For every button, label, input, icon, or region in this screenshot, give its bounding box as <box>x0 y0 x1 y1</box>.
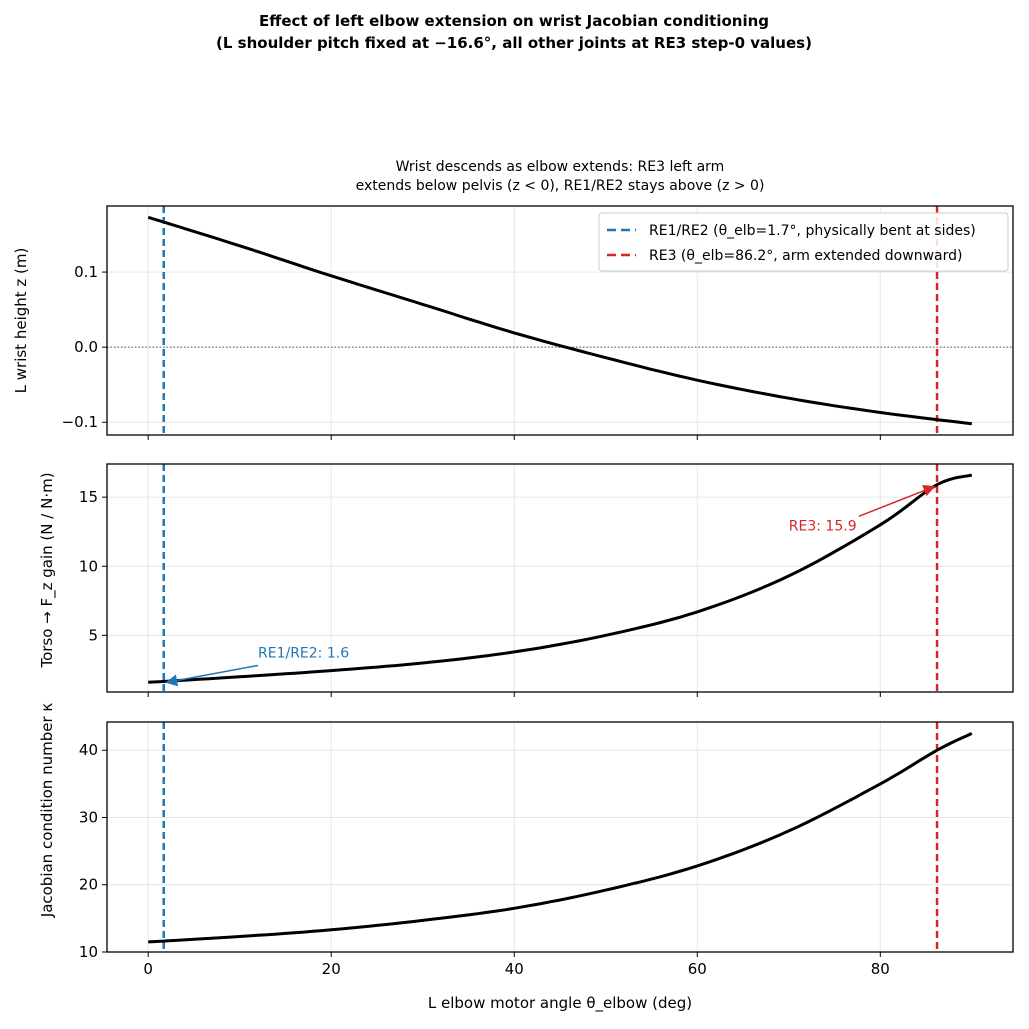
y-tick-label: 30 <box>79 808 98 826</box>
annotation-label: RE3: 15.9 <box>789 518 857 534</box>
y-axis-label: Jacobian condition number κ <box>38 703 56 919</box>
chart-subtitle: (L shoulder pitch fixed at −16.6°, all o… <box>216 34 812 52</box>
y-axis-label: Torso → F_z gain (N / N·m) <box>38 472 57 668</box>
legend: RE1/RE2 (θ_elb=1.7°, physically bent at … <box>598 212 1009 272</box>
x-tick-label: 60 <box>688 960 707 978</box>
y-tick-label: 20 <box>79 876 98 894</box>
axes-frame <box>106 205 1014 436</box>
x-tick-label: 40 <box>505 960 524 978</box>
legend-box <box>598 212 1009 272</box>
panel-1: 5 10 15 Torso → F_z gain (N / N·m) RE1/RE2: … <box>38 463 1014 697</box>
x-tick-label: 80 <box>871 960 890 978</box>
panel-0: −0.1 0.0 0.1 L wrist height z (m) Wrist desc… <box>12 159 1014 440</box>
y-tick-label: 0.1 <box>74 263 98 281</box>
annotation-arrow <box>165 664 259 687</box>
x-tick-label: 20 <box>322 960 341 978</box>
panel-2: 0 20 40 60 80 10 20 30 40 Jacobian condition numb… <box>38 703 1014 978</box>
y-tick-label: 10 <box>79 943 98 961</box>
y-tick-label: 0.0 <box>74 338 98 356</box>
axes-frame <box>106 721 1014 953</box>
y-tick-label: 10 <box>79 557 98 575</box>
y-tick-label: 40 <box>79 741 98 759</box>
y-tick-label: −0.1 <box>62 413 98 431</box>
y-tick-label: 15 <box>79 488 98 506</box>
x-axis-label: L elbow motor angle θ_elbow (deg) <box>428 994 692 1013</box>
panel-title: Wrist descends as elbow extends: RE3 lef… <box>396 159 725 175</box>
annotation-label: RE1/RE2: 1.6 <box>258 645 349 661</box>
panel-title: extends below pelvis (z < 0), RE1/RE2 st… <box>356 178 765 194</box>
annotation-arrow <box>858 484 936 518</box>
y-axis-label: L wrist height z (m) <box>12 248 30 394</box>
series-line <box>147 215 972 426</box>
x-tick-label: 0 <box>143 960 153 978</box>
series-line <box>148 732 973 944</box>
legend-entry: RE3 (θ_elb=86.2°, arm extended downward) <box>649 248 962 264</box>
legend-entry: RE1/RE2 (θ_elb=1.7°, physically bent at … <box>649 223 976 239</box>
y-tick-label: 5 <box>88 626 98 644</box>
chart-title: Effect of left elbow extension on wrist … <box>259 12 769 30</box>
series-line <box>148 473 973 684</box>
axes-frame <box>106 463 1014 693</box>
